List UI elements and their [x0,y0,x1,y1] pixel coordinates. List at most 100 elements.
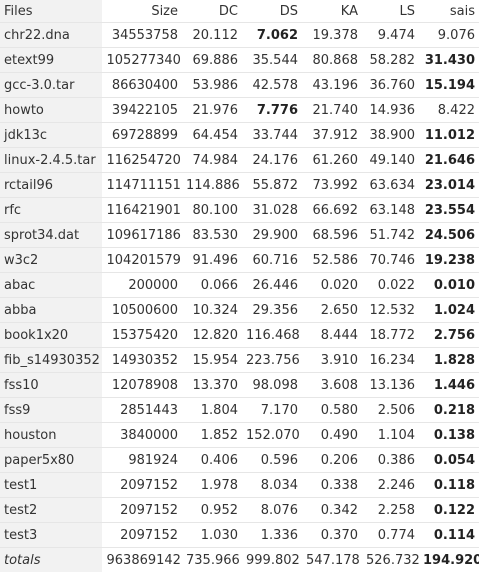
cell-size: 14930352 [102,348,182,373]
cell-dc: 80.100 [182,198,242,223]
cell-dc: 735.966 [182,548,242,572]
cell-ds: 152.070 [242,423,302,448]
cell-sais: 23.554 [419,198,479,223]
cell-dc: 1.978 [182,473,242,498]
cell-sais: 21.646 [419,148,479,173]
cell-dc: 83.530 [182,223,242,248]
cell-file-name: etext99 [0,48,102,73]
cell-dc: 1.852 [182,423,242,448]
cell-ls: 9.474 [362,23,419,48]
cell-file-name: test3 [0,523,102,548]
cell-dc: 0.952 [182,498,242,523]
cell-file-name: abac [0,273,102,298]
cell-file-name: chr22.dna [0,23,102,48]
cell-sais: 0.118 [419,473,479,498]
cell-size: 34553758 [102,23,182,48]
cell-ds: 7.776 [242,98,302,123]
cell-size: 15375420 [102,323,182,348]
cell-ds: 55.872 [242,173,302,198]
cell-ls: 13.136 [362,373,419,398]
cell-ds: 42.578 [242,73,302,98]
cell-size: 2851443 [102,398,182,423]
cell-ka: 3.608 [302,373,362,398]
cell-ls: 14.936 [362,98,419,123]
cell-dc: 15.954 [182,348,242,373]
cell-ls: 2.506 [362,398,419,423]
cell-sais: 15.194 [419,73,479,98]
cell-ka: 52.586 [302,248,362,273]
cell-ds: 98.098 [242,373,302,398]
cell-ls: 63.634 [362,173,419,198]
cell-file-name: fib_s14930352 [0,348,102,373]
cell-sais: 0.010 [419,273,479,298]
cell-dc: 21.976 [182,98,242,123]
header-row: Files Size DC DS KA LS sais [0,0,479,23]
cell-ds: 223.756 [242,348,302,373]
cell-ka: 0.020 [302,273,362,298]
cell-ka: 0.490 [302,423,362,448]
cell-file-name: linux-2.4.5.tar [0,148,102,173]
cell-ds: 8.076 [242,498,302,523]
cell-ls: 58.282 [362,48,419,73]
cell-size: 104201579 [102,248,182,273]
cell-ls: 70.746 [362,248,419,273]
cell-ds: 1.336 [242,523,302,548]
cell-sais: 1.446 [419,373,479,398]
cell-ds: 8.034 [242,473,302,498]
cell-ka: 19.378 [302,23,362,48]
cell-ls: 2.246 [362,473,419,498]
cell-ls: 49.140 [362,148,419,173]
cell-ka: 0.206 [302,448,362,473]
cell-ls: 0.022 [362,273,419,298]
cell-ls: 526.732 [362,548,419,572]
cell-ds: 31.028 [242,198,302,223]
cell-ka: 73.992 [302,173,362,198]
cell-file-name: test2 [0,498,102,523]
cell-ds: 29.900 [242,223,302,248]
cell-dc: 64.454 [182,123,242,148]
column-header-ds: DS [242,0,302,23]
cell-ds: 29.356 [242,298,302,323]
cell-size: 963869142 [102,548,182,572]
cell-ka: 0.370 [302,523,362,548]
cell-size: 116421901 [102,198,182,223]
cell-dc: 114.886 [182,173,242,198]
cell-ds: 24.176 [242,148,302,173]
cell-dc: 0.066 [182,273,242,298]
cell-sais: 2.756 [419,323,479,348]
cell-ds: 999.802 [242,548,302,572]
cell-file-name: gcc-3.0.tar [0,73,102,98]
cell-size: 105277340 [102,48,182,73]
cell-sais: 194.920 [419,548,479,572]
cell-file-name: test1 [0,473,102,498]
cell-dc: 1.030 [182,523,242,548]
cell-dc: 69.886 [182,48,242,73]
cell-sais: 9.076 [419,23,479,48]
cell-ds: 7.170 [242,398,302,423]
cell-dc: 10.324 [182,298,242,323]
cell-ka: 547.178 [302,548,362,572]
cell-dc: 1.804 [182,398,242,423]
cell-ka: 43.196 [302,73,362,98]
cell-file-name: book1x20 [0,323,102,348]
cell-ls: 18.772 [362,323,419,348]
cell-ka: 0.342 [302,498,362,523]
cell-size: 10500600 [102,298,182,323]
cell-file-name: paper5x80 [0,448,102,473]
